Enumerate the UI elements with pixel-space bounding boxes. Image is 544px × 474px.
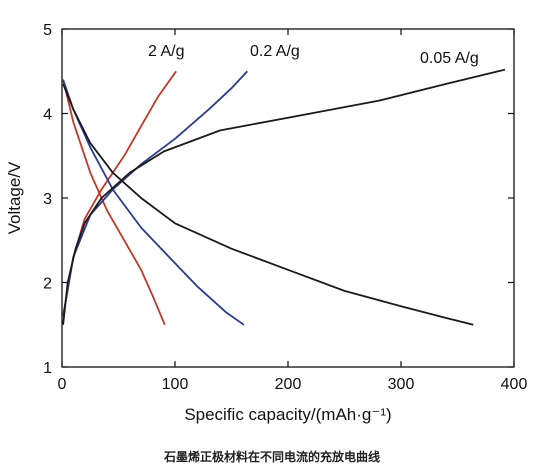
y-tick-label: 5 <box>43 22 52 39</box>
series-line-charge-2-a-g <box>62 70 177 317</box>
series-label: 2 A/g <box>148 43 184 60</box>
series-line-charge-0-05-a-g <box>62 68 506 325</box>
figure-caption: 石墨烯正极材料在不同电流的充放电曲线 <box>163 450 380 464</box>
x-tick-label: 200 <box>275 376 302 393</box>
series-line-discharge-2-a-g <box>62 79 166 326</box>
y-axis-label: Voltage/V <box>5 161 24 234</box>
x-tick-label: 300 <box>388 376 415 393</box>
series-line-discharge-0-2-a-g <box>62 79 245 326</box>
x-tick-label: 400 <box>501 376 528 393</box>
series-line-charge-0-2-a-g <box>62 70 248 317</box>
x-axis-label: Specific capacity/(mAh·g⁻¹) <box>184 405 391 424</box>
series-label: 0.05 A/g <box>420 50 479 67</box>
x-tick-label: 100 <box>162 376 189 393</box>
series-line-discharge-0-05-a-g <box>62 83 474 326</box>
y-tick-label: 2 <box>43 276 52 293</box>
plot-frame <box>61 28 515 368</box>
y-tick-label: 3 <box>43 191 52 208</box>
x-tick-label: 0 <box>58 376 67 393</box>
y-tick-label: 1 <box>43 360 52 377</box>
y-tick-label: 4 <box>43 107 52 124</box>
series-label: 0.2 A/g <box>250 43 300 60</box>
